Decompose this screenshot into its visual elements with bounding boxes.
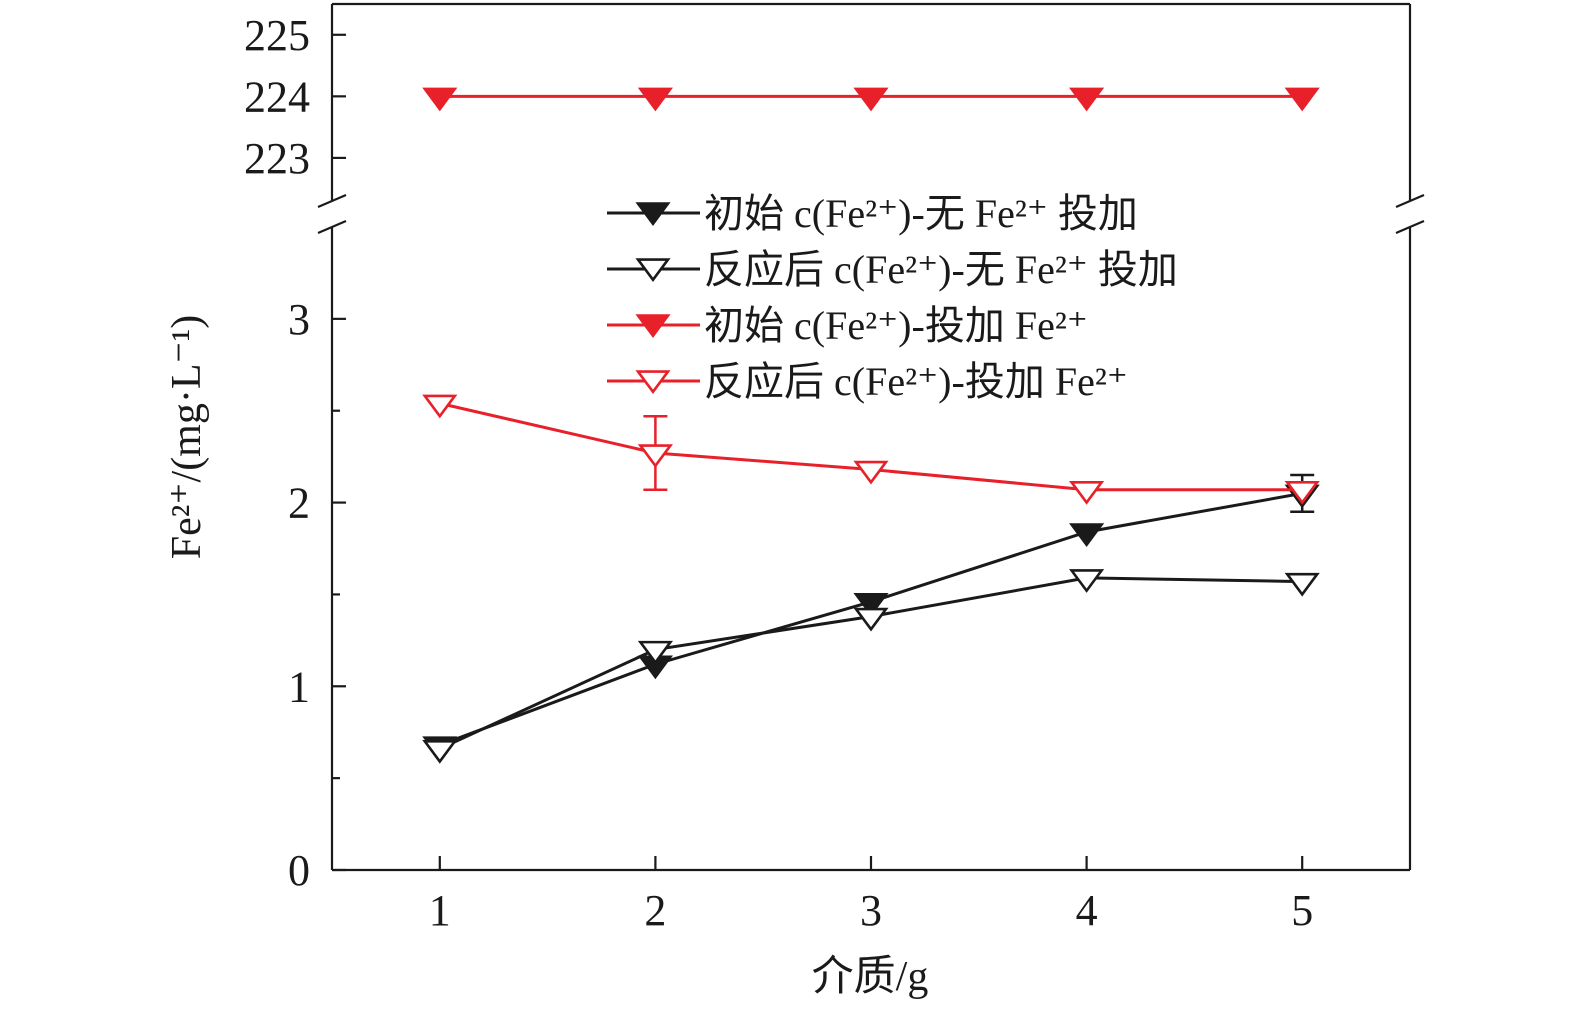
- series-2-point-3: [853, 607, 889, 632]
- y-axis-ticks: 0 1 2 3 223 224 225: [244, 11, 346, 895]
- series-4-point-4: [1069, 480, 1105, 505]
- series-3-point-5: [1284, 87, 1320, 112]
- legend-label-1: 初始 c(Fe²⁺)-无 Fe²⁺ 投加: [704, 191, 1138, 236]
- y-tick-label-0: 0: [288, 846, 310, 895]
- y-tick-label-2: 2: [288, 479, 310, 528]
- y-axis-title: Fe²⁺/(mg·L⁻¹): [164, 315, 210, 559]
- series-3-point-3: [853, 87, 889, 112]
- series-3-point-1: [422, 87, 458, 112]
- x-tick-label-4: 4: [1076, 886, 1098, 935]
- series-3-point-4: [1069, 87, 1105, 112]
- legend-item-1: 初始 c(Fe²⁺)-无 Fe²⁺ 投加: [607, 191, 1138, 236]
- x-axis-ticks: 1 2 3 4 5: [429, 856, 1313, 935]
- legend-item-4: 反应后 c(Fe²⁺)-投加 Fe²⁺: [607, 359, 1128, 404]
- legend-item-2: 反应后 c(Fe²⁺)-无 Fe²⁺ 投加: [607, 247, 1178, 292]
- legend-marker-2: [635, 258, 671, 283]
- x-tick-label-1: 1: [429, 886, 451, 935]
- y-tick-label-1: 1: [288, 662, 310, 711]
- series-2-point-4: [1069, 569, 1105, 593]
- series-4-point-5: [1284, 480, 1320, 505]
- series-2: [422, 569, 1320, 764]
- legend-marker-4: [635, 370, 671, 395]
- legend-marker-1: [635, 202, 671, 227]
- x-tick-label-2: 2: [644, 886, 666, 935]
- series-1-point-4: [1069, 523, 1105, 547]
- series-4-point-2: [637, 444, 673, 468]
- series-2-point-2: [637, 640, 673, 665]
- series-2-point-1: [422, 740, 458, 764]
- x-tick-label-5: 5: [1291, 886, 1313, 935]
- legend-marker-3: [635, 314, 671, 339]
- series-4-point-3: [853, 460, 889, 485]
- y-tick-label-223: 223: [244, 134, 310, 183]
- axes: [317, 2, 1425, 872]
- legend-label-3: 初始 c(Fe²⁺)-投加 Fe²⁺: [704, 303, 1088, 348]
- legend-label-4: 反应后 c(Fe²⁺)-投加 Fe²⁺: [704, 359, 1128, 404]
- series-3-point-2: [637, 87, 673, 112]
- y-tick-label-225: 225: [244, 11, 310, 60]
- series-1-point-3: [853, 593, 889, 617]
- series-4: [422, 394, 1320, 505]
- series-4-point-1: [422, 394, 458, 419]
- x-axis-title: 介质/g: [812, 954, 929, 1000]
- legend-item-3: 初始 c(Fe²⁺)-投加 Fe²⁺: [607, 303, 1088, 348]
- x-tick-label-3: 3: [860, 886, 882, 935]
- series-2-point-5: [1284, 572, 1320, 597]
- y-tick-label-224: 224: [244, 72, 310, 121]
- series-3: [422, 87, 1320, 112]
- series-layer: [422, 87, 1320, 764]
- legend-label-2: 反应后 c(Fe²⁺)-无 Fe²⁺ 投加: [704, 247, 1178, 292]
- y-tick-label-3: 3: [288, 295, 310, 344]
